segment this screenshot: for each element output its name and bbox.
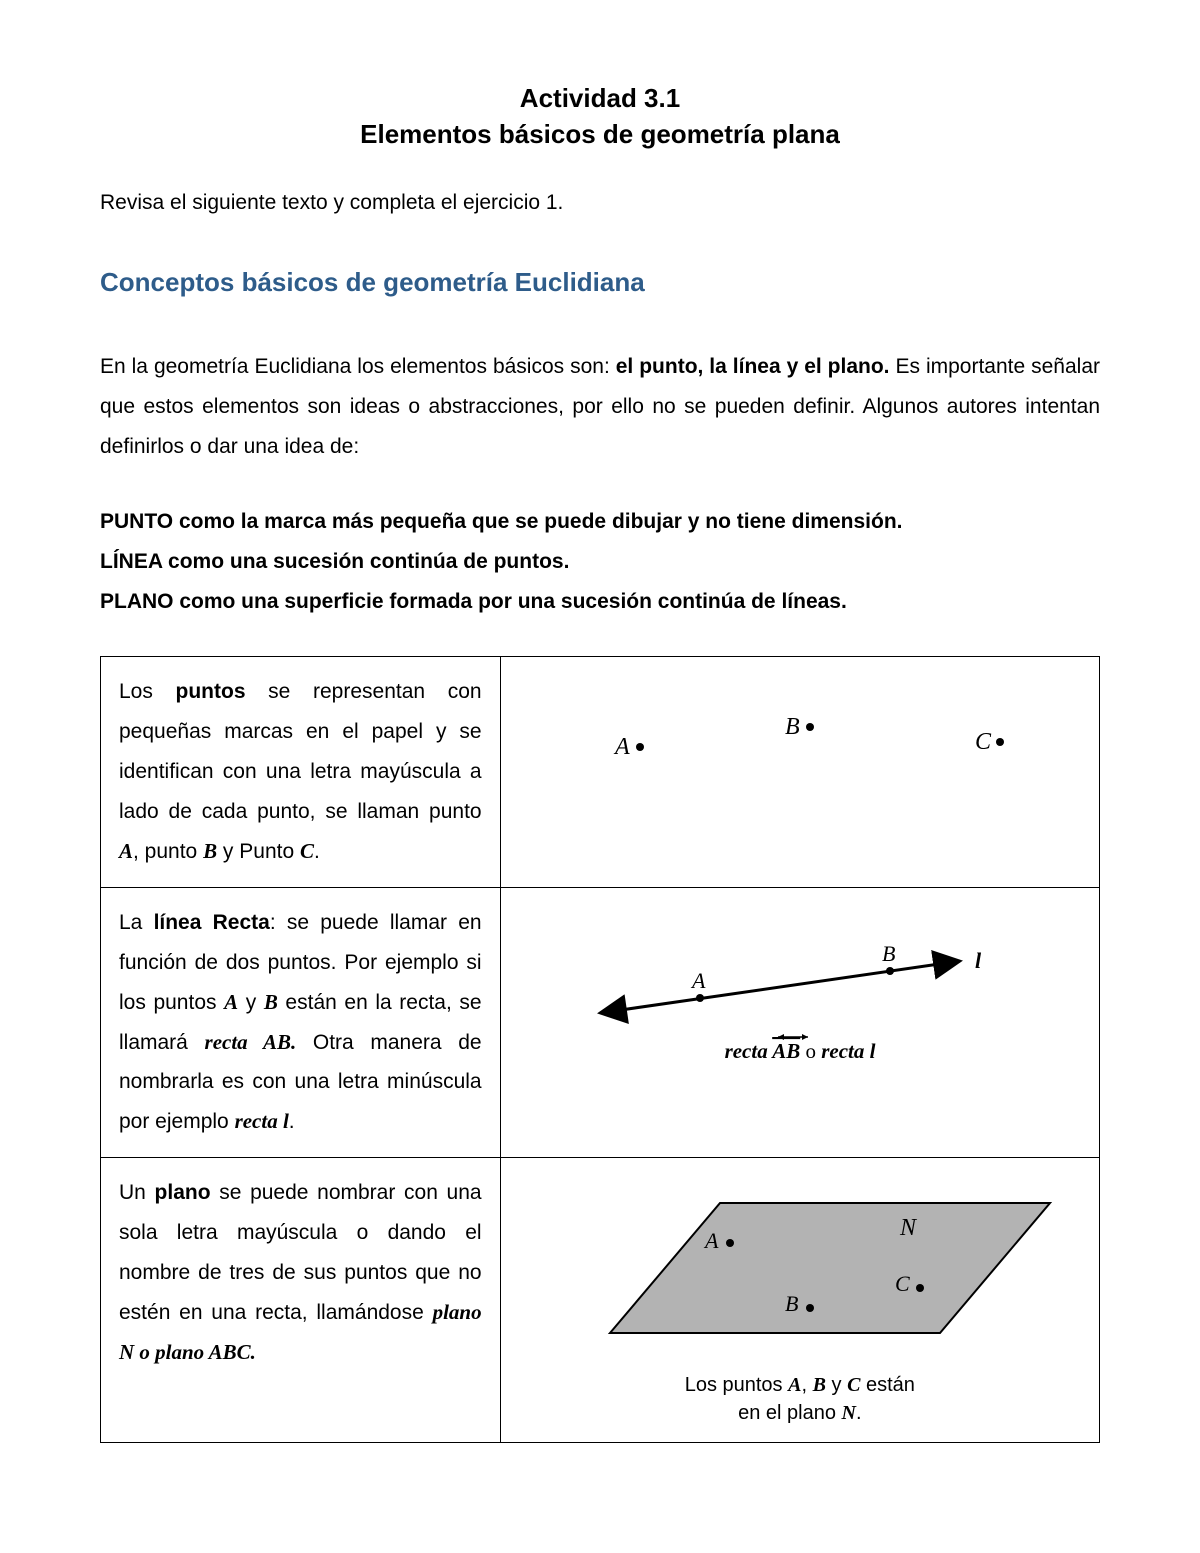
puntos-figure: A B C xyxy=(500,657,1099,887)
plane-shape xyxy=(610,1203,1050,1333)
plane-n-label: N xyxy=(899,1215,918,1241)
plane-point-c-dot xyxy=(916,1284,924,1292)
page-title: Actividad 3.1 Elementos básicos de geome… xyxy=(100,80,1100,153)
line-point-b-label: B xyxy=(882,941,895,966)
instruction-text: Revisa el siguiente texto y completa el … xyxy=(100,183,1100,223)
definitions-block: PUNTO como la marca más pequeña que se p… xyxy=(100,502,1100,622)
title-line2: Elementos básicos de geometría plana xyxy=(360,119,840,149)
line-diagram: A B l recta AB o recta l xyxy=(520,903,1080,1073)
plane-diagram: A B C N xyxy=(520,1173,1080,1363)
section-heading: Conceptos básicos de geometría Euclidian… xyxy=(100,258,1100,307)
plano-description: Un plano se puede nombrar con una sola l… xyxy=(101,1158,501,1443)
table-row: Un plano se puede nombrar con una sola l… xyxy=(101,1158,1100,1443)
point-b-dot xyxy=(806,723,814,731)
point-a-label: A xyxy=(613,734,630,760)
table-row: Los puntos se representan con pequeñas m… xyxy=(101,657,1100,887)
point-c-dot xyxy=(996,738,1004,746)
table-row: La línea Recta: se puede llamar en funci… xyxy=(101,887,1100,1157)
point-b-label: B xyxy=(785,714,800,740)
plane-point-a-label: A xyxy=(703,1228,719,1253)
def-linea: LÍNEA como una sucesión continúa de punt… xyxy=(100,542,1100,582)
plano-figure: A B C N Los puntos A, B y C están en el … xyxy=(500,1158,1099,1443)
def-plano: PLANO como una superficie formada por un… xyxy=(100,582,1100,622)
points-diagram: A B C xyxy=(520,672,1080,822)
point-c-label: C xyxy=(975,729,992,755)
linea-description: La línea Recta: se puede llamar en funci… xyxy=(101,887,501,1157)
puntos-description: Los puntos se representan con pequeñas m… xyxy=(101,657,501,887)
line-point-a-label: A xyxy=(690,968,706,993)
title-line1: Actividad 3.1 xyxy=(520,83,680,113)
plane-point-c-label: C xyxy=(895,1271,910,1296)
intro-bold: el punto, la línea y el plano. xyxy=(616,355,890,378)
intro-paragraph: En la geometría Euclidiana los elementos… xyxy=(100,347,1100,467)
plane-point-a-dot xyxy=(726,1239,734,1247)
line-point-a-dot xyxy=(696,994,704,1002)
point-a-dot xyxy=(636,743,644,751)
line-caption: recta AB o recta l xyxy=(724,1039,875,1063)
line-segment xyxy=(600,961,960,1013)
plane-point-b-dot xyxy=(806,1304,814,1312)
concept-table: Los puntos se representan con pequeñas m… xyxy=(100,656,1100,1443)
plane-point-b-label: B xyxy=(785,1291,798,1316)
linea-figure: A B l recta AB o recta l xyxy=(500,887,1099,1157)
def-punto: PUNTO como la marca más pequeña que se p… xyxy=(100,502,1100,542)
intro-pre: En la geometría Euclidiana los elementos… xyxy=(100,355,616,378)
line-l-label: l xyxy=(975,948,982,973)
plane-caption: Los puntos A, B y C están en el plano N. xyxy=(519,1371,1081,1427)
line-point-b-dot xyxy=(886,967,894,975)
